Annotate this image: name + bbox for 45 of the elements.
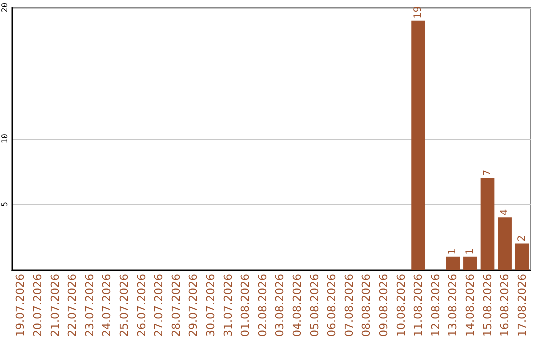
- x-tick-label: 06.08.2026: [326, 274, 339, 337]
- bar: [464, 256, 478, 270]
- x-tick-label: 15.08.2026: [481, 274, 494, 337]
- x-tick-label: 27.07.2026: [152, 274, 166, 337]
- x-tick-label: 11.08.2026: [412, 274, 426, 337]
- bar: [412, 20, 426, 270]
- x-tick-label: 22.07.2026: [66, 274, 80, 337]
- data-label: 19: [413, 6, 424, 19]
- y-tick-label: 20: [0, 2, 10, 13]
- x-tick-label: 02.08.2026: [256, 274, 270, 337]
- bar: [515, 244, 530, 270]
- x-tick-label: 23.07.2026: [83, 274, 96, 337]
- x-tick-label: 25.07.2026: [118, 274, 131, 337]
- data-label: 4: [500, 209, 511, 216]
- x-tick-label: 12.08.2026: [429, 274, 442, 337]
- x-tick-label: 21.07.2026: [48, 274, 62, 337]
- x-tick-label: 28.07.2026: [170, 274, 183, 337]
- y-tick-label: 10: [0, 134, 10, 144]
- x-tick-label: 01.08.2026: [239, 274, 252, 337]
- x-tick-label: 03.08.2026: [274, 274, 287, 337]
- x-tick-label: 04.08.2026: [290, 274, 304, 337]
- data-label: 7: [482, 170, 494, 176]
- x-tick-label: 29.07.2026: [187, 274, 200, 337]
- x-tick-label: 16.08.2026: [498, 274, 512, 337]
- y-tick-label: 5: [0, 202, 10, 207]
- bar: [498, 218, 512, 270]
- x-tick-label: 05.08.2026: [308, 274, 322, 337]
- bar: [446, 256, 460, 270]
- x-tick-label: 13.08.2026: [446, 274, 460, 337]
- x-tick-label: 08.08.2026: [360, 274, 374, 337]
- x-tick-label: 20.07.2026: [31, 274, 44, 337]
- data-label: 2: [516, 235, 528, 242]
- data-label: 1: [464, 248, 476, 255]
- x-tick-label: 26.07.2026: [135, 274, 148, 337]
- data-label: 1: [448, 248, 459, 255]
- x-tick-label: 10.08.2026: [394, 274, 408, 337]
- bar: [480, 178, 495, 270]
- x-tick-label: 17.08.2026: [516, 274, 529, 337]
- x-tick-label: 07.08.2026: [342, 274, 356, 337]
- x-tick-label: 14.08.2026: [464, 274, 477, 337]
- x-tick-label: 24.07.2026: [100, 274, 114, 337]
- x-tick-label: 19.07.2026: [14, 274, 28, 337]
- x-tick-label: 30.07.2026: [204, 274, 218, 337]
- x-tick-label: 31.07.2026: [222, 274, 235, 337]
- x-tick-label: 09.08.2026: [377, 274, 390, 337]
